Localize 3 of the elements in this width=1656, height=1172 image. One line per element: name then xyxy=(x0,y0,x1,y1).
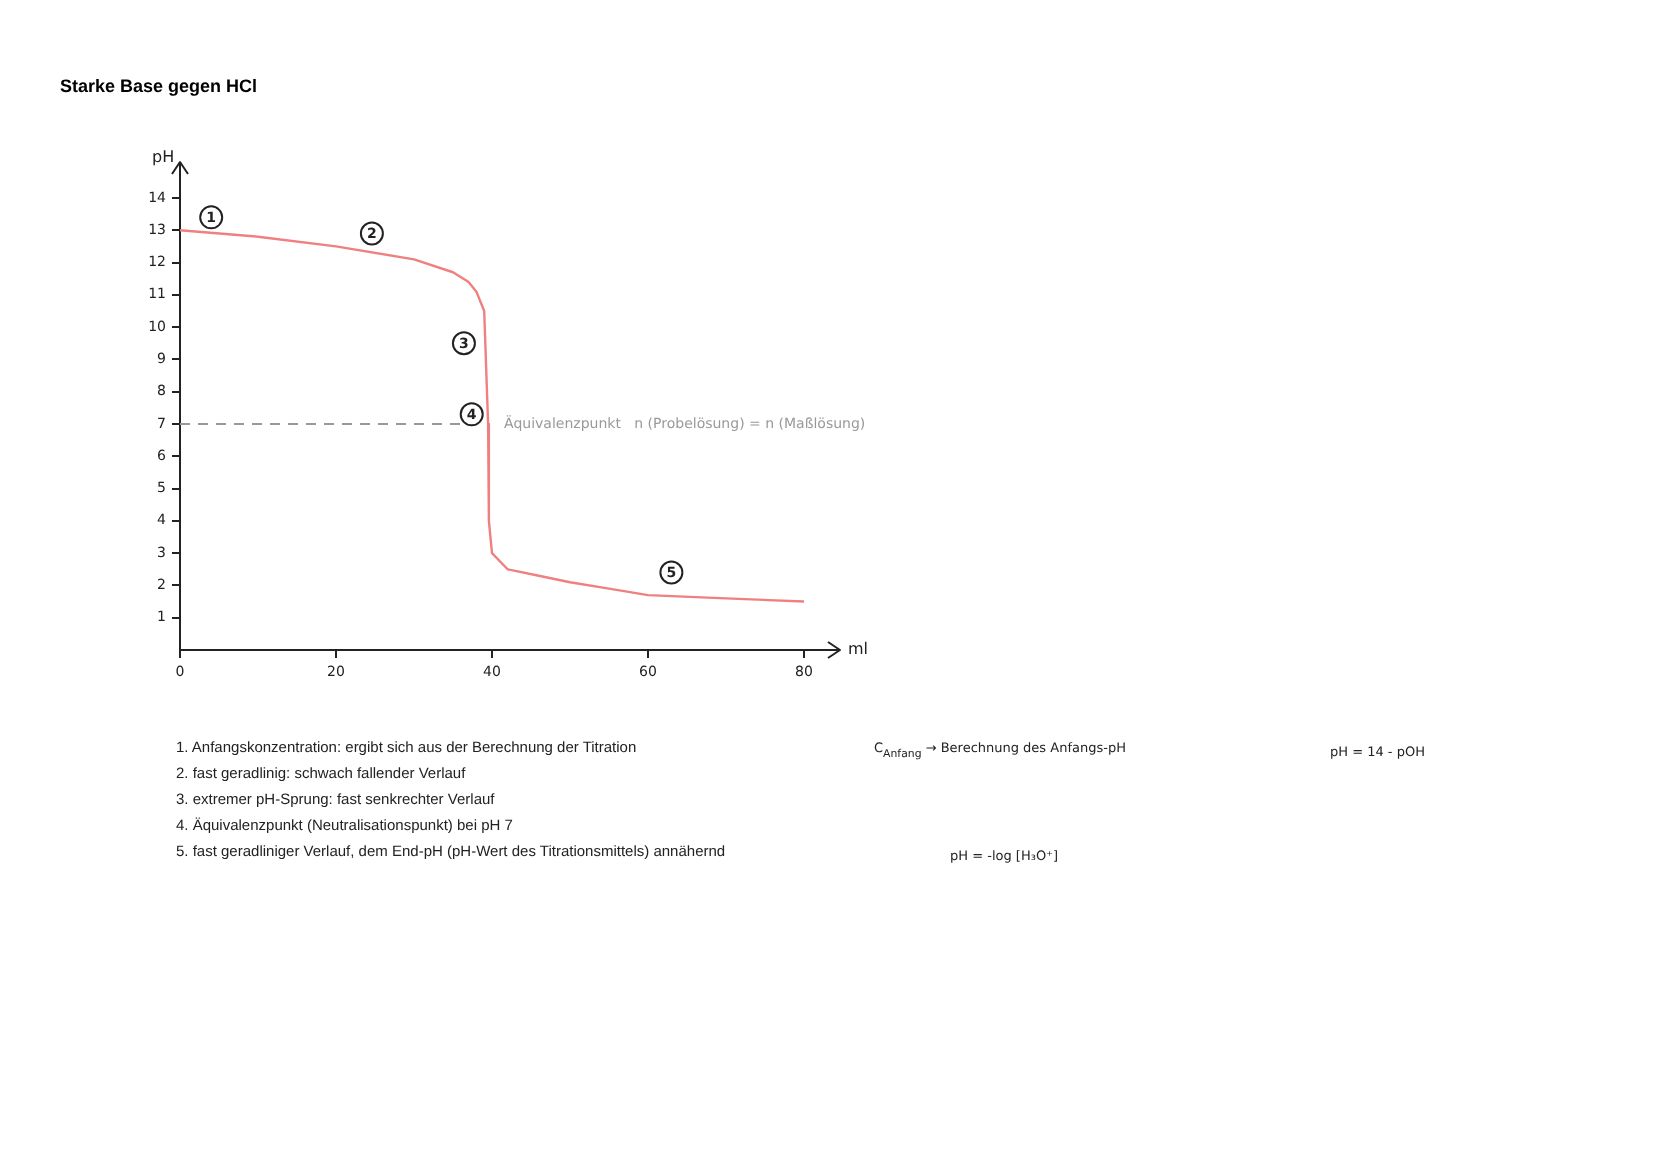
x-axis-title: ml xyxy=(848,640,869,659)
chart-title: Starke Base gegen HCl xyxy=(60,76,258,96)
y-axis-title: pH xyxy=(152,148,175,167)
